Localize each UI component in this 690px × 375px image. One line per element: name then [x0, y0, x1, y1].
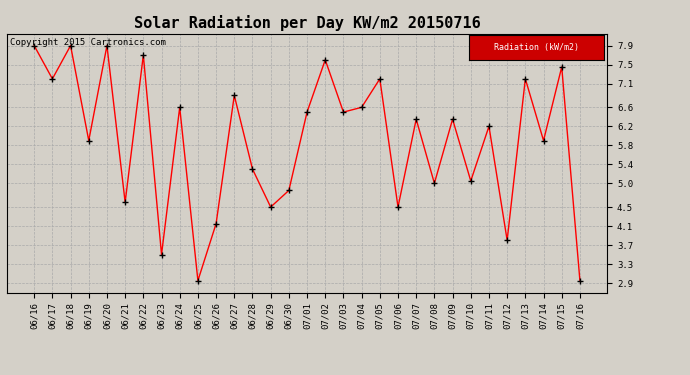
Title: Solar Radiation per Day KW/m2 20150716: Solar Radiation per Day KW/m2 20150716 — [134, 15, 480, 31]
Text: Copyright 2015 Cartronics.com: Copyright 2015 Cartronics.com — [10, 38, 166, 46]
